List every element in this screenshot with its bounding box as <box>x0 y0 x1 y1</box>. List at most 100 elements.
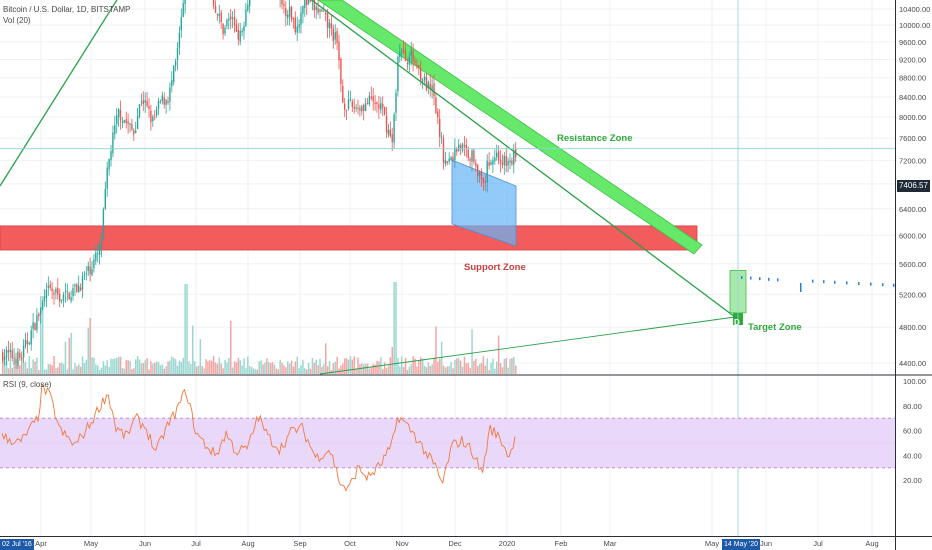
volume-bar-42 <box>81 356 84 374</box>
candle-body-208 <box>397 56 399 92</box>
volume-bar-95 <box>182 357 184 374</box>
candle-body-96 <box>184 0 186 5</box>
volume-bar-193 <box>368 368 371 374</box>
candle-body-125 <box>239 30 241 42</box>
volume-bar-264 <box>503 358 506 374</box>
volume-bar-192 <box>366 363 369 374</box>
time-tick-label-8: Dec <box>448 539 462 548</box>
volume-bar-219 <box>418 360 420 374</box>
price-tick-label-4: 6000.00 <box>899 231 926 240</box>
volume-bar-0 <box>2 359 4 374</box>
volume-bar-103 <box>197 365 200 374</box>
volume-bar-117 <box>224 359 226 374</box>
candle-body-39 <box>76 284 78 292</box>
volume-bar-258 <box>492 358 494 374</box>
candle-body-93 <box>178 32 181 48</box>
candle-body-122 <box>233 16 236 26</box>
candle-body-188 <box>359 107 361 111</box>
volume-bar-156 <box>298 368 300 374</box>
candle-body-30 <box>59 293 61 302</box>
candle-body-86 <box>165 99 167 105</box>
candle-body-157 <box>300 12 302 25</box>
volume-bar-131 <box>250 366 253 374</box>
candle-body-158 <box>302 6 304 14</box>
price-tick-label-11: 8800.00 <box>899 74 926 83</box>
volume-bar-70 <box>135 359 137 374</box>
candle-body-78 <box>150 110 152 123</box>
volume-bar-130 <box>249 366 251 374</box>
candle-body-211 <box>402 49 405 53</box>
volume-bar-84 <box>161 364 164 374</box>
volume-bar-211 <box>402 366 405 374</box>
volume-bar-174 <box>332 363 335 374</box>
support-trendline <box>319 316 736 375</box>
volume-bar-62 <box>119 356 122 374</box>
candle-body-33 <box>64 292 67 294</box>
volume-bar-87 <box>167 361 169 374</box>
candle-body-10 <box>21 357 23 359</box>
candle-body-169 <box>323 11 325 12</box>
price-tick-label-13: 9600.00 <box>899 38 926 47</box>
candle-body-66 <box>127 121 129 124</box>
candle-body-217 <box>414 60 416 63</box>
candle-body-52 <box>100 240 103 248</box>
drawn-zones <box>0 0 747 314</box>
projection-mark-0 <box>741 276 743 279</box>
projection-mark-12 <box>882 283 884 287</box>
volume-bar-97 <box>186 284 188 374</box>
candle-body-222 <box>423 76 426 81</box>
projection-mark-3 <box>768 277 770 281</box>
candle-body-77 <box>148 106 150 109</box>
candle-body-34 <box>66 291 68 292</box>
volume-bar-72 <box>138 359 141 374</box>
candle-body-245 <box>467 149 469 158</box>
candle-body-218 <box>416 64 418 67</box>
volume-bar-239 <box>456 358 458 374</box>
projection-mark-9 <box>846 281 848 285</box>
volume-bar-232 <box>442 365 445 374</box>
volume-bar-128 <box>245 368 247 374</box>
support-zone-label: Support Zone <box>464 262 526 273</box>
volume-bar-49 <box>95 364 97 374</box>
price-tick-label-0: 4400.00 <box>899 359 926 368</box>
candle-body-254 <box>484 181 486 183</box>
candle-body-267 <box>509 160 511 163</box>
volume-bar-66 <box>127 360 129 374</box>
volume-bar-133 <box>254 369 257 374</box>
candle-body-257 <box>490 162 492 165</box>
volume-bar-200 <box>382 369 384 374</box>
volume-bar-12 <box>24 361 27 374</box>
volume-bar-175 <box>334 361 336 374</box>
time-tick-label-3: Jul <box>191 539 201 548</box>
candle-body-251 <box>478 172 481 176</box>
price-tick-label-2: 5200.00 <box>899 290 926 299</box>
candle-body-43 <box>83 274 86 276</box>
candle-body-220 <box>420 68 422 81</box>
volume-bar-126 <box>241 365 243 374</box>
candle-body-246 <box>469 158 471 161</box>
candle-body-111 <box>212 0 215 6</box>
volume-bar-260 <box>496 361 498 374</box>
volume-bar-64 <box>123 368 126 374</box>
volume-bar-157 <box>300 365 302 374</box>
candle-body-117 <box>224 27 226 34</box>
volume-bar-208 <box>397 357 399 374</box>
volume-bar-114 <box>218 357 221 374</box>
volume-bar-249 <box>475 358 477 374</box>
volume-bar-119 <box>228 358 230 374</box>
candle-body-113 <box>216 13 219 15</box>
volume-bar-24 <box>47 364 50 374</box>
time-tick-label-12: May <box>705 539 719 548</box>
volume-bar-263 <box>501 367 504 374</box>
volume-bar-99 <box>190 363 192 374</box>
candle-body-244 <box>465 145 467 149</box>
volume-bar-2 <box>5 360 8 374</box>
candle-body-203 <box>387 129 390 135</box>
volume-bar-125 <box>239 360 241 374</box>
time-tick-label-13: Jun <box>760 539 772 548</box>
volume-bar-170 <box>325 343 327 374</box>
volume-bar-145 <box>277 369 279 374</box>
candle-body-12 <box>24 339 27 347</box>
candle-body-170 <box>325 12 327 15</box>
